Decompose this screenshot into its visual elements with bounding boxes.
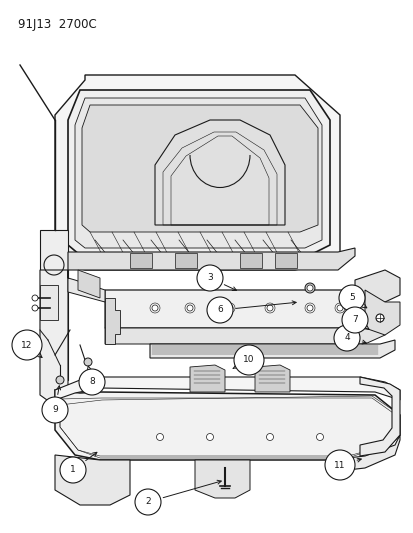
Polygon shape [55, 455, 130, 505]
Text: 1: 1 [70, 465, 76, 474]
Polygon shape [154, 120, 284, 225]
Polygon shape [40, 270, 68, 415]
Text: 5: 5 [348, 294, 354, 303]
Text: 6: 6 [216, 305, 222, 314]
Polygon shape [150, 340, 394, 358]
Text: 7: 7 [351, 316, 357, 325]
Text: 8: 8 [89, 377, 95, 386]
Polygon shape [105, 290, 384, 328]
Text: 91J13  2700C: 91J13 2700C [18, 18, 97, 31]
Polygon shape [130, 253, 152, 268]
Text: 11: 11 [333, 461, 345, 470]
Polygon shape [105, 320, 384, 344]
Circle shape [32, 305, 38, 311]
Polygon shape [68, 270, 105, 302]
Polygon shape [274, 253, 296, 268]
Polygon shape [55, 377, 399, 400]
Circle shape [338, 285, 364, 311]
Circle shape [324, 450, 354, 480]
Polygon shape [40, 285, 58, 320]
Text: 4: 4 [343, 334, 349, 343]
Circle shape [135, 489, 161, 515]
Polygon shape [359, 377, 399, 456]
Polygon shape [68, 90, 329, 255]
Text: 9: 9 [52, 406, 58, 415]
Polygon shape [190, 365, 224, 392]
Polygon shape [55, 390, 399, 460]
Circle shape [156, 433, 163, 440]
Circle shape [42, 397, 68, 423]
Polygon shape [68, 248, 354, 270]
Circle shape [84, 358, 92, 366]
Polygon shape [364, 290, 399, 335]
Circle shape [316, 433, 323, 440]
Circle shape [266, 433, 273, 440]
Text: 3: 3 [206, 273, 212, 282]
Circle shape [206, 433, 213, 440]
Circle shape [152, 305, 158, 311]
Circle shape [336, 305, 342, 311]
Circle shape [32, 295, 38, 301]
Circle shape [79, 369, 105, 395]
Circle shape [197, 265, 223, 291]
Circle shape [375, 314, 383, 322]
Text: 12: 12 [21, 341, 33, 350]
Circle shape [266, 305, 272, 311]
Text: 10: 10 [243, 356, 254, 365]
Circle shape [333, 325, 359, 351]
Circle shape [304, 283, 314, 293]
Polygon shape [354, 270, 399, 302]
Circle shape [206, 297, 233, 323]
Circle shape [56, 376, 64, 384]
Polygon shape [195, 460, 249, 498]
Polygon shape [75, 98, 321, 248]
Circle shape [306, 285, 312, 291]
Polygon shape [254, 365, 289, 392]
Polygon shape [82, 105, 317, 232]
Circle shape [60, 457, 86, 483]
Circle shape [187, 305, 192, 311]
Polygon shape [78, 270, 100, 298]
Text: 2: 2 [145, 497, 150, 506]
Polygon shape [55, 75, 339, 270]
Circle shape [306, 305, 312, 311]
Circle shape [12, 330, 42, 360]
Circle shape [233, 345, 263, 375]
Polygon shape [105, 298, 120, 344]
Polygon shape [329, 435, 399, 472]
Polygon shape [240, 253, 261, 268]
Circle shape [226, 305, 233, 311]
Polygon shape [175, 253, 197, 268]
Polygon shape [40, 230, 68, 380]
Circle shape [341, 307, 367, 333]
